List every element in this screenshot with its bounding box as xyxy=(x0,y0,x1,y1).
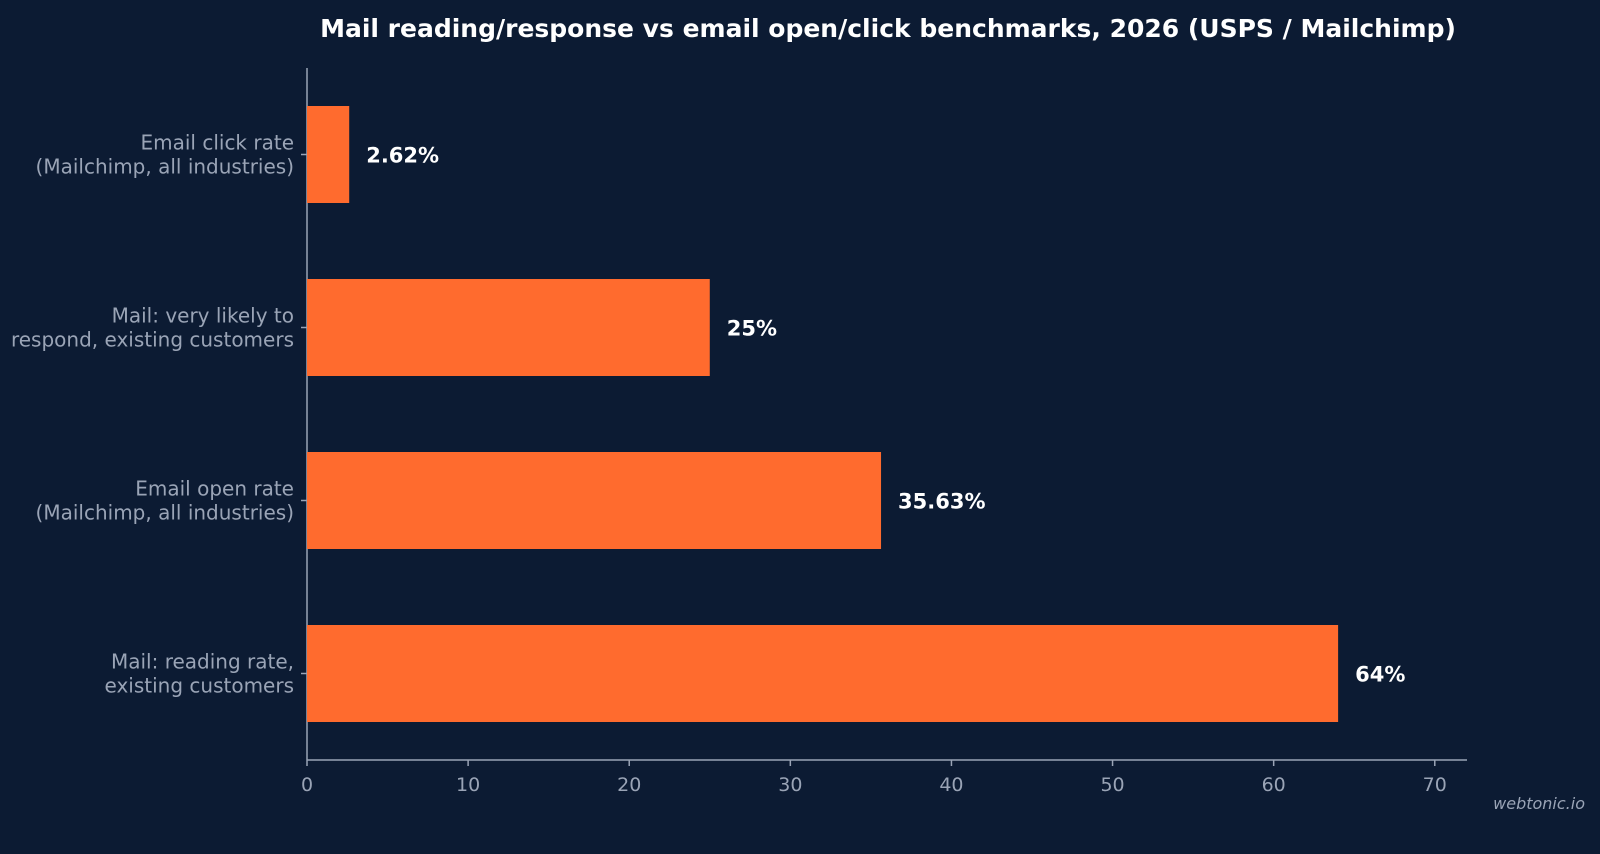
value-label: 25% xyxy=(727,317,777,341)
bar xyxy=(307,106,350,203)
bar xyxy=(307,452,882,549)
category-label: Mail: reading rate, xyxy=(111,650,294,674)
x-tick-label: 10 xyxy=(456,774,480,796)
x-tick-label: 30 xyxy=(778,774,802,796)
x-tick-label: 70 xyxy=(1423,774,1447,796)
x-tick-label: 50 xyxy=(1100,774,1124,796)
value-label: 64% xyxy=(1355,663,1405,687)
chart-title: Mail reading/response vs email open/clic… xyxy=(320,14,1456,43)
category-label: Mail: very likely to xyxy=(112,304,294,328)
category-label: existing customers xyxy=(105,674,295,698)
value-label: 35.63% xyxy=(898,490,985,514)
x-tick-label: 60 xyxy=(1262,774,1286,796)
bar xyxy=(307,279,710,376)
category-label: (Mailchimp, all industries) xyxy=(36,501,294,525)
x-tick-label: 20 xyxy=(617,774,641,796)
bar xyxy=(307,625,1339,722)
value-label: 2.62% xyxy=(366,144,439,168)
category-label: Email open rate xyxy=(135,477,294,501)
category-label: Email click rate xyxy=(140,131,294,155)
category-label: respond, existing customers xyxy=(11,328,294,352)
x-tick-label: 40 xyxy=(939,774,963,796)
x-tick-label: 0 xyxy=(301,774,313,796)
category-label: (Mailchimp, all industries) xyxy=(36,155,294,179)
watermark: webtonic.io xyxy=(1493,794,1585,813)
